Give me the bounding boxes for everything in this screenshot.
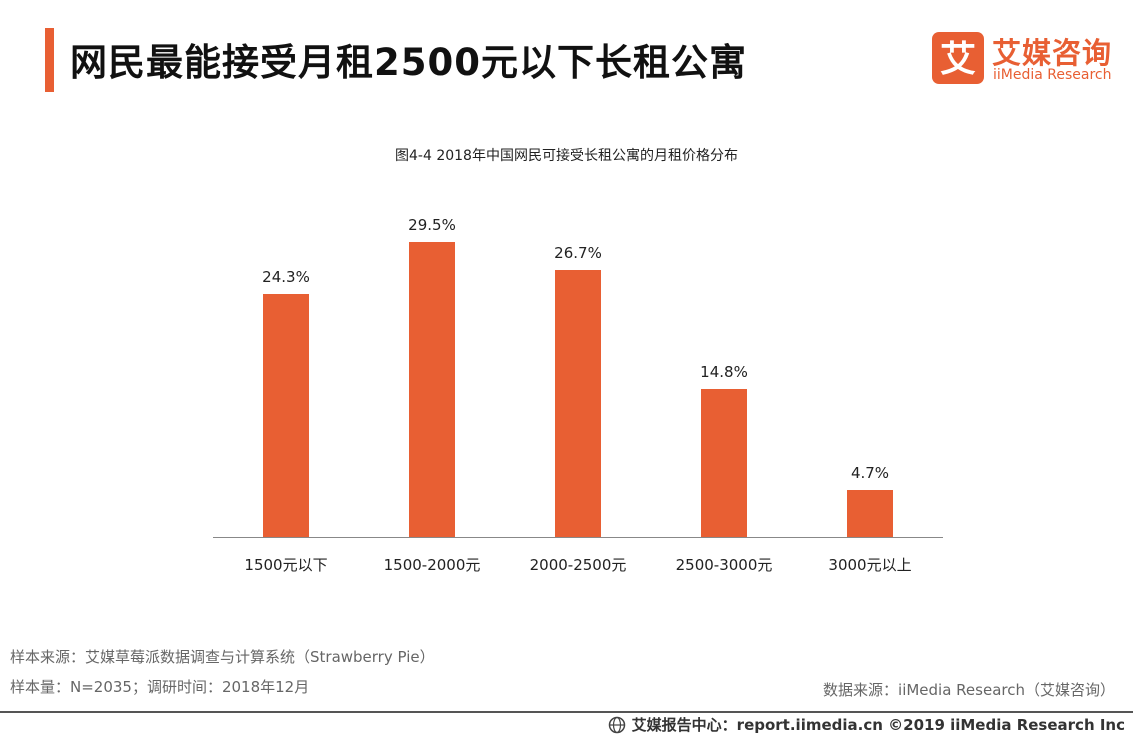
data-source-note: 数据来源：iiMedia Research（艾媒咨询） bbox=[823, 681, 1115, 699]
logo-mark-glyph: 艾 bbox=[940, 39, 976, 80]
footer-divider bbox=[0, 711, 1133, 713]
bar-0 bbox=[263, 294, 309, 537]
data-label-3: 14.8% bbox=[700, 363, 748, 381]
data-label-0: 24.3% bbox=[262, 268, 310, 286]
x-tick-label-2: 2000-2500元 bbox=[530, 556, 627, 574]
bar-2 bbox=[555, 270, 601, 537]
data-label-4: 4.7% bbox=[851, 464, 889, 482]
sample-size-note: 样本量：N=2035；调研时间：2018年12月 bbox=[10, 678, 310, 696]
globe-icon bbox=[608, 716, 625, 733]
bar-3 bbox=[701, 389, 747, 537]
title-accent-bar bbox=[45, 28, 54, 92]
page-title: 网民最能接受月租2500元以下长租公寓 bbox=[70, 41, 747, 84]
brand-logo: 艾 艾媒咨询 iiMedia Research bbox=[932, 32, 1112, 84]
logo-cn-text: 艾媒咨询 bbox=[992, 36, 1113, 70]
x-tick-label-4: 3000元以上 bbox=[828, 556, 911, 574]
x-tick-label-1: 1500-2000元 bbox=[384, 556, 481, 574]
data-label-2: 26.7% bbox=[554, 244, 602, 262]
footer-text: 艾媒报告中心：report.iimedia.cn ©2019 iiMedia R… bbox=[631, 716, 1125, 734]
logo-en-text: iiMedia Research bbox=[993, 67, 1112, 83]
bar-chart: 24.3% 1500元以下 29.5% 1500-2000元 26.7% 2000-250… bbox=[213, 216, 943, 574]
chart-title: 图4-4 2018年中国网民可接受长租公寓的月租价格分布 bbox=[395, 148, 738, 164]
bar-1 bbox=[409, 242, 455, 537]
footer: 艾媒报告中心：report.iimedia.cn ©2019 iiMedia R… bbox=[608, 714, 1125, 735]
bar-4 bbox=[847, 490, 893, 537]
data-label-1: 29.5% bbox=[408, 216, 456, 234]
sample-source-note: 样本来源：艾媒草莓派数据调查与计算系统（Strawberry Pie） bbox=[10, 648, 435, 666]
x-tick-label-3: 2500-3000元 bbox=[676, 556, 773, 574]
logo-mark-icon: 艾 bbox=[932, 32, 984, 84]
x-tick-label-0: 1500元以下 bbox=[244, 556, 327, 574]
